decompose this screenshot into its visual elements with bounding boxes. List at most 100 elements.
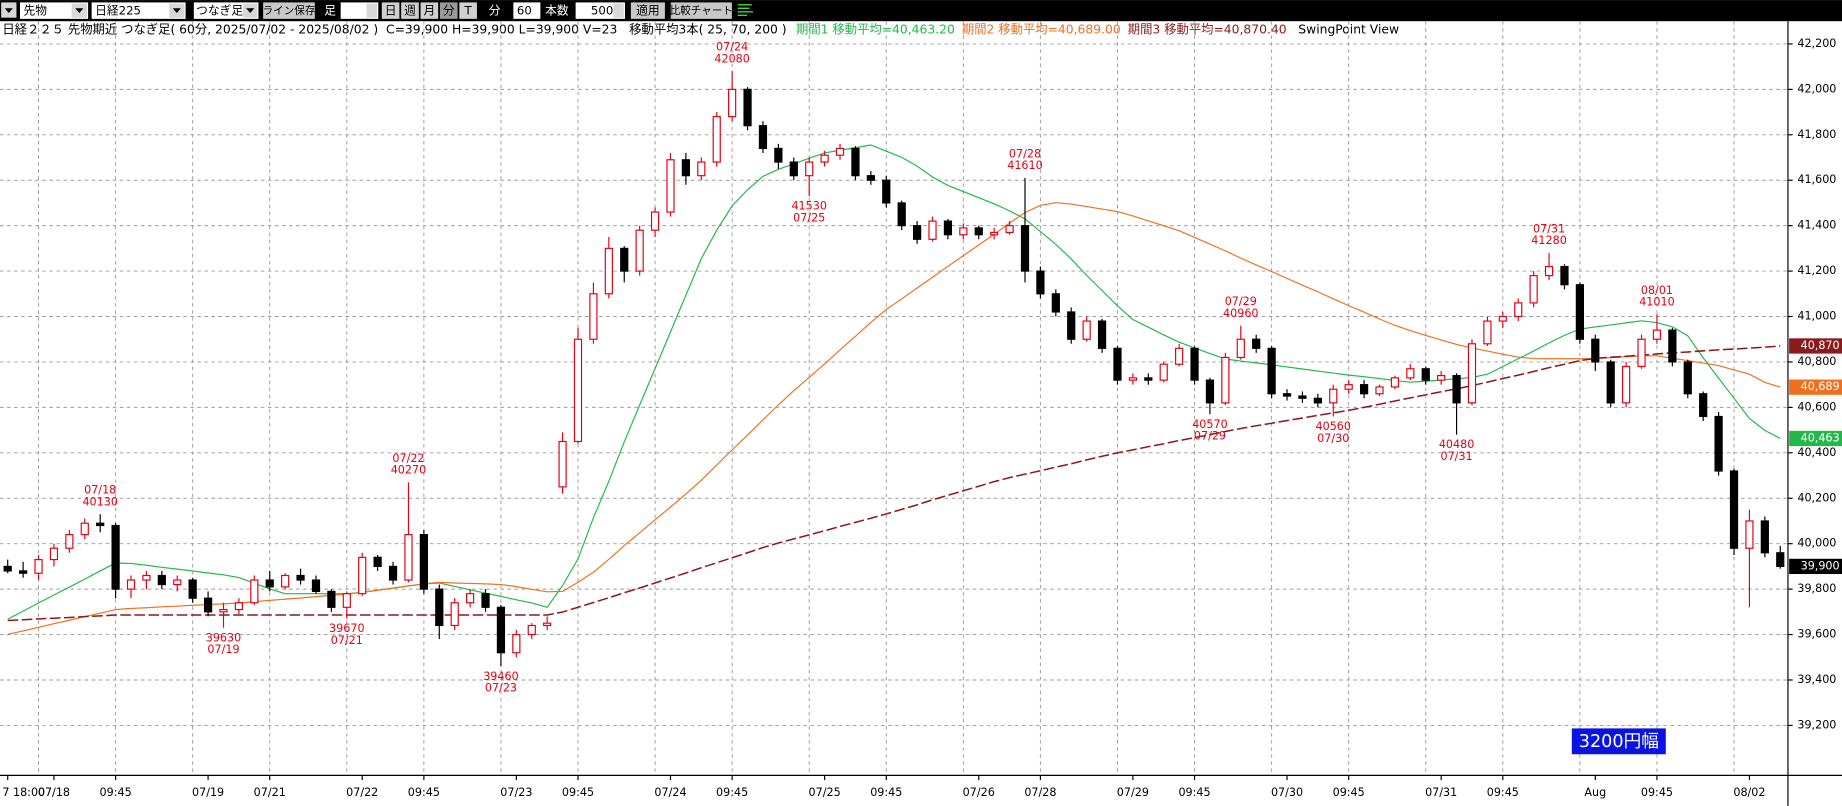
save-button[interactable] (263, 2, 315, 19)
candle-body (404, 534, 413, 581)
x-tick-label: 09:45 (870, 786, 902, 799)
candle-body (1729, 470, 1739, 549)
period-button[interactable] (439, 2, 458, 19)
candle-body (1051, 293, 1060, 313)
swing-price: 39460 (483, 670, 518, 683)
candle-body (1128, 377, 1138, 381)
swing-date: 07/23 (485, 682, 517, 695)
candle-body (34, 559, 43, 574)
spin-button[interactable] (366, 3, 378, 18)
candle-body (820, 154, 829, 163)
x-tick-label: 08/02 (1733, 786, 1765, 799)
candle-body (342, 593, 351, 608)
count-input[interactable] (575, 2, 625, 19)
candle-body (1437, 374, 1446, 381)
candle-body (173, 579, 182, 586)
unit-label: 分 (489, 4, 501, 18)
candle-body (142, 574, 151, 581)
symbol-value: 日経225 (95, 4, 141, 18)
apply-label: 適用 (636, 4, 659, 18)
market-select[interactable] (19, 2, 89, 19)
chart-icon[interactable] (737, 4, 754, 17)
swing-date: 07/30 (1317, 432, 1349, 445)
swing-date: 07/22 (392, 452, 424, 465)
candle-body (1190, 347, 1199, 381)
mode-select[interactable] (193, 2, 259, 19)
candle-body (1097, 320, 1107, 349)
period-button[interactable] (381, 2, 400, 19)
candle-body (681, 159, 691, 177)
candle-body (1699, 393, 1708, 418)
swing-price: 41280 (1531, 234, 1567, 247)
candle-body (1082, 320, 1091, 340)
candle-body (990, 231, 999, 236)
candle-body (1020, 225, 1030, 272)
candle-body (373, 556, 382, 567)
compare-button[interactable] (670, 2, 732, 19)
candle-body (1421, 368, 1430, 381)
candle-body (1344, 384, 1353, 390)
candle-body (1375, 386, 1384, 395)
candle-body (1252, 338, 1261, 349)
dropdown-arrow (75, 8, 84, 13)
y-tick-label: 39,800 (1797, 582, 1836, 595)
x-tick-label: 09:45 (1641, 786, 1673, 799)
swing-date: 07/29 (1194, 430, 1226, 443)
candle-body (1221, 356, 1230, 404)
y-tick-label: 39,200 (1797, 718, 1836, 731)
dropdown-arrow (4, 8, 13, 13)
ma-badge-label: 40,463 (1801, 431, 1840, 444)
period-button[interactable] (420, 2, 439, 19)
foot-label: 足 (324, 4, 336, 18)
x-tick-label: 07/30 (1271, 786, 1303, 799)
swing-price: 40270 (391, 464, 427, 477)
candle-body (589, 293, 598, 340)
candle-body (96, 522, 105, 527)
candle-body (1575, 284, 1584, 340)
candle-body (928, 220, 937, 240)
candle-body (1560, 265, 1569, 286)
spin-button[interactable] (613, 3, 624, 18)
candle-body (234, 602, 244, 611)
candle-body (265, 579, 274, 588)
candle-body (758, 125, 768, 150)
candle-body (789, 161, 798, 177)
ma-badge-label: 40,870 (1801, 339, 1840, 352)
candle-body (1144, 377, 1153, 381)
candle-body (1406, 368, 1415, 379)
apply-button[interactable] (630, 2, 665, 19)
candle-body (111, 524, 120, 590)
period-label: T (464, 4, 473, 18)
candle-body (635, 229, 644, 272)
price-badge-label: 39,900 (1801, 559, 1840, 572)
y-tick-label: 41,800 (1797, 128, 1836, 141)
candle-body (851, 147, 860, 177)
period-label: 分 (443, 4, 455, 18)
candle-body (1390, 377, 1400, 388)
candle-body (1652, 329, 1662, 340)
period-label: 日 (385, 4, 397, 18)
candle-body (1359, 384, 1369, 395)
y-tick-label: 41,200 (1797, 264, 1836, 277)
candle-body (1267, 347, 1276, 395)
swing-price: 41610 (1007, 159, 1042, 172)
ma-badge (1789, 338, 1842, 354)
candle-body (49, 547, 59, 561)
interval-input[interactable] (513, 2, 541, 19)
period-button[interactable] (459, 2, 477, 19)
candle-body (1544, 265, 1554, 277)
x-tick-label: 09:45 (1333, 786, 1365, 799)
candle-body (419, 534, 428, 590)
symbol-select[interactable] (91, 2, 186, 19)
period-button[interactable] (401, 2, 419, 19)
candle-body (1329, 388, 1338, 404)
y-tick-label: 40,800 (1797, 355, 1836, 368)
mode-value: つなぎ足 (196, 4, 243, 18)
y-tick-label: 40,600 (1797, 400, 1836, 413)
candle-body (943, 220, 953, 236)
